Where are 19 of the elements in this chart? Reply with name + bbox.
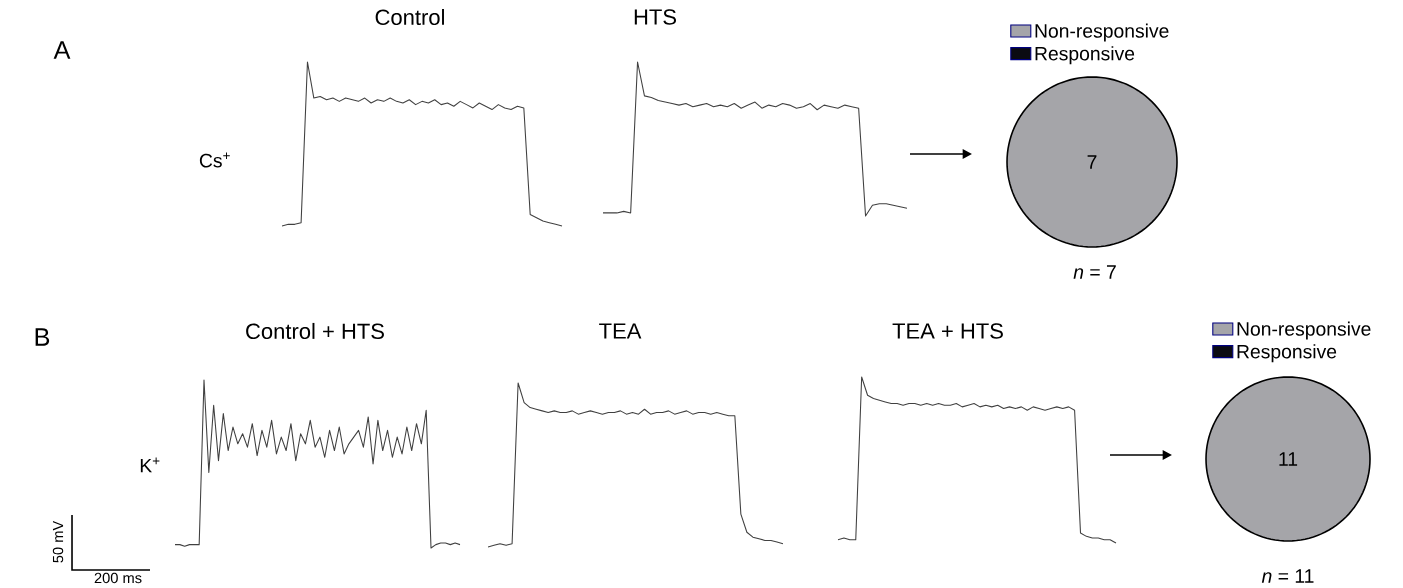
text: n = 7 bbox=[1073, 265, 1116, 279]
chart-title: TEA + HTS bbox=[892, 323, 1003, 339]
text: B bbox=[35, 328, 50, 346]
y-axis-title: K$^{+}$ bbox=[140, 457, 160, 473]
text: 50 mV bbox=[52, 520, 64, 563]
text: A bbox=[53, 41, 71, 59]
chart-title: Control + HTS bbox=[246, 322, 384, 340]
data-label: 7 bbox=[1087, 155, 1097, 169]
legend-label: Non-responsive bbox=[1035, 23, 1169, 42]
chart-title: Control bbox=[375, 8, 444, 26]
legend-label: Non-responsive bbox=[1237, 321, 1371, 340]
text: 200 ms bbox=[94, 572, 142, 584]
chart-title: HTS bbox=[634, 9, 676, 25]
text: n = 11 bbox=[1261, 569, 1314, 583]
chart-title: TEA bbox=[599, 323, 642, 339]
y-axis-title: Cs$^{+}$ bbox=[199, 152, 230, 168]
legend-label: Responsive bbox=[1237, 344, 1337, 363]
legend-label: Responsive bbox=[1035, 46, 1135, 65]
data-label: 11 bbox=[1279, 452, 1298, 466]
